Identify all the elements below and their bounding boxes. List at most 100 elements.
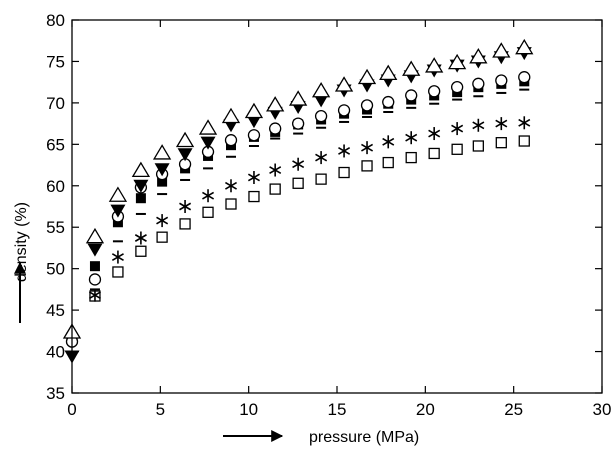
data-point-asterisk bbox=[111, 250, 124, 264]
data-point-open-circle bbox=[269, 122, 282, 135]
data-point-open-triangle-up bbox=[108, 186, 128, 202]
y-tick-label: 55 bbox=[46, 218, 65, 237]
x-tick-label: 10 bbox=[239, 400, 258, 419]
data-point-open-square bbox=[338, 166, 350, 179]
data-point-open-circle bbox=[224, 134, 238, 147]
data-point-open-square bbox=[248, 190, 260, 203]
x-tick-label: 20 bbox=[416, 400, 435, 419]
data-point-open-triangle-up bbox=[492, 42, 511, 58]
y-tick-label: 75 bbox=[46, 52, 65, 71]
x-tick-label: 15 bbox=[328, 400, 347, 419]
data-point-open-square bbox=[292, 177, 304, 189]
data-point-open-square bbox=[472, 140, 484, 152]
data-point-open-square bbox=[202, 206, 214, 218]
data-point-asterisk bbox=[451, 122, 464, 136]
data-point-open-square bbox=[112, 266, 124, 278]
data-point-open-triangle-up bbox=[152, 144, 172, 160]
data-point-open-circle bbox=[405, 89, 418, 102]
y-tick-label: 80 bbox=[46, 11, 65, 30]
data-point-open-circle bbox=[518, 71, 531, 84]
data-point-open-square bbox=[451, 143, 463, 155]
data-point-open-circle bbox=[472, 77, 485, 90]
data-point-asterisk bbox=[247, 170, 260, 184]
data-point-open-square bbox=[156, 231, 168, 243]
y-tick-label: 70 bbox=[46, 94, 65, 113]
data-point-asterisk bbox=[202, 189, 215, 203]
data-point-filled-triangle-down bbox=[177, 148, 193, 162]
data-point-open-triangle-up bbox=[334, 76, 354, 92]
data-point-asterisk bbox=[361, 141, 374, 155]
data-point-asterisk bbox=[224, 179, 238, 193]
data-point-asterisk bbox=[428, 127, 441, 141]
data-point-open-triangle-up bbox=[357, 68, 377, 85]
x-tick-label: 0 bbox=[67, 400, 76, 419]
data-point-open-triangle-up bbox=[244, 102, 264, 119]
data-point-open-square bbox=[495, 137, 507, 149]
data-point-asterisk bbox=[495, 117, 508, 131]
data-point-open-circle bbox=[495, 74, 508, 87]
data-point-asterisk bbox=[88, 288, 101, 302]
data-markers bbox=[62, 38, 534, 364]
data-point-open-square bbox=[405, 151, 417, 164]
y-axis-label: density (%) bbox=[13, 202, 30, 282]
data-point-asterisk bbox=[179, 200, 192, 213]
data-point-filled-triangle-down bbox=[313, 94, 329, 108]
x-axis-label: pressure (MPa) bbox=[309, 429, 419, 446]
data-point-open-triangle-up bbox=[175, 131, 195, 148]
data-point-asterisk bbox=[382, 135, 395, 149]
data-point-filled-triangle-down bbox=[154, 163, 170, 177]
tick-labels: 0 5 10 15 20 25 30 35 40 45 50 55 60 65 70 75 80 bbox=[46, 11, 611, 419]
data-point-open-circle bbox=[450, 80, 464, 94]
data-point-filled-triangle-down bbox=[200, 136, 216, 150]
data-point-asterisk bbox=[156, 214, 169, 228]
data-point-open-square bbox=[179, 218, 191, 230]
data-point-open-square bbox=[225, 198, 237, 210]
data-point-open-triangle-up bbox=[515, 38, 534, 55]
y-tick-label: 40 bbox=[46, 343, 65, 362]
data-point-open-triangle-up bbox=[402, 60, 421, 76]
data-point-open-triangle-up bbox=[198, 119, 218, 135]
data-point-asterisk bbox=[134, 231, 147, 245]
data-point-asterisk bbox=[315, 151, 328, 165]
data-point-open-square bbox=[315, 173, 327, 185]
data-point-asterisk bbox=[518, 116, 531, 130]
data-point-open-circle bbox=[291, 117, 305, 130]
data-point-open-triangle-up bbox=[266, 96, 285, 112]
data-point-filled-triangle-down bbox=[133, 179, 149, 193]
data-point-filled-triangle-down bbox=[87, 243, 103, 257]
data-point-filled-square bbox=[135, 193, 146, 204]
data-point-open-circle bbox=[314, 110, 328, 123]
x-tick-label: 5 bbox=[156, 400, 165, 419]
data-point-asterisk bbox=[338, 144, 351, 158]
data-point-open-circle bbox=[382, 95, 395, 109]
data-point-filled-triangle-down bbox=[246, 115, 262, 129]
data-point-asterisk bbox=[269, 163, 282, 177]
y-tick-label: 60 bbox=[46, 177, 65, 196]
data-point-asterisk bbox=[292, 157, 305, 171]
data-point-open-triangle-up bbox=[85, 227, 105, 244]
data-point-open-triangle-up bbox=[425, 57, 444, 73]
data-point-open-triangle-up bbox=[311, 82, 331, 98]
data-point-open-circle bbox=[428, 85, 441, 98]
x-tick-label: 25 bbox=[504, 400, 523, 419]
data-point-filled-triangle-down bbox=[110, 204, 126, 218]
plot-frame bbox=[71, 19, 603, 394]
y-tick-label: 65 bbox=[46, 135, 65, 154]
data-point-open-triangle-up bbox=[379, 64, 398, 81]
data-point-asterisk bbox=[472, 118, 485, 132]
data-point-open-triangle-up bbox=[131, 161, 151, 178]
data-point-open-triangle-up bbox=[447, 53, 467, 70]
data-point-open-triangle-up bbox=[288, 90, 308, 106]
data-point-open-circle bbox=[337, 104, 351, 117]
data-point-open-triangle-up bbox=[469, 48, 488, 64]
data-point-filled-square bbox=[157, 176, 168, 187]
data-point-open-triangle-up bbox=[221, 107, 241, 124]
data-point-open-square bbox=[361, 160, 373, 172]
y-tick-label: 35 bbox=[46, 384, 65, 403]
data-point-filled-square bbox=[89, 261, 100, 272]
y-tick-label: 50 bbox=[46, 260, 65, 279]
data-point-asterisk bbox=[405, 131, 418, 145]
data-point-open-square bbox=[269, 183, 281, 195]
data-point-open-square bbox=[382, 156, 394, 169]
